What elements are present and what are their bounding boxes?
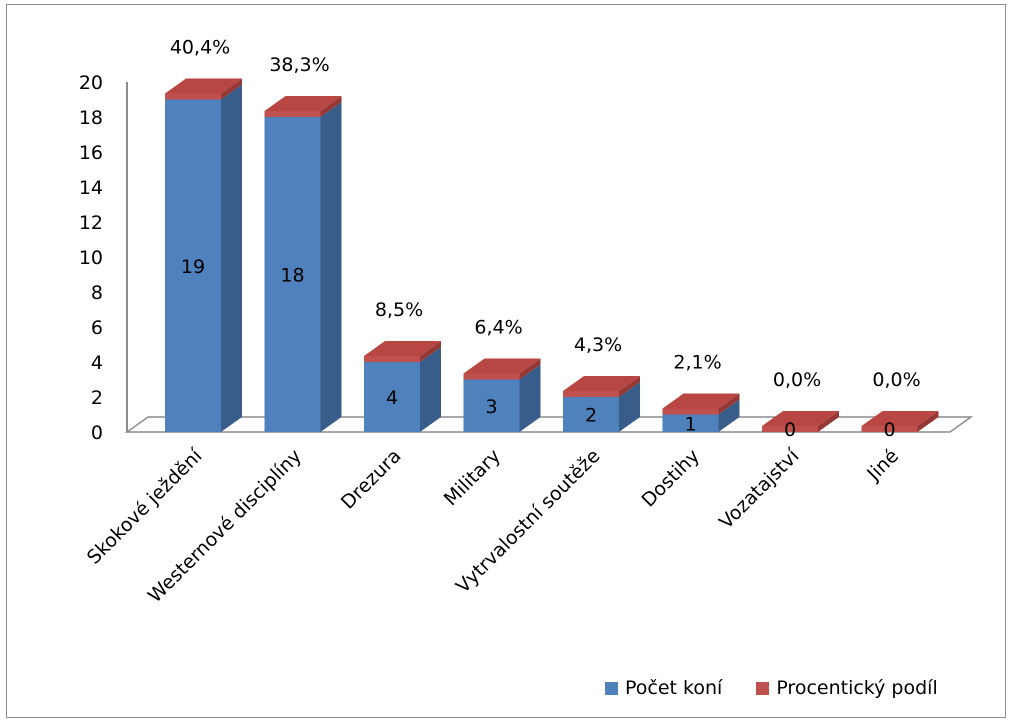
legend-label: Počet koní (625, 677, 723, 699)
data-label-count: 2 (585, 405, 597, 427)
data-label-share: 38,3% (269, 54, 329, 76)
data-label-share: 4,3% (574, 334, 622, 356)
bar-share-side (420, 341, 441, 362)
bar-share-side (818, 411, 839, 432)
bar-share-top (861, 411, 939, 426)
x-tick-label: Jiné (862, 445, 903, 486)
floor-outline (124, 416, 974, 433)
y-tick-label: 20 (79, 72, 103, 94)
data-label-count: 4 (386, 387, 398, 409)
data-label-share: 2,1% (673, 352, 721, 374)
legend-label: Procentický podíl (776, 677, 938, 699)
y-tick-label: 14 (79, 177, 103, 199)
y-tick-label: 12 (79, 212, 103, 234)
bar-count-side (320, 102, 342, 432)
bar-count-side (718, 399, 740, 432)
bar-share-top (364, 341, 441, 356)
data-label-count: 19 (181, 256, 205, 278)
bar-share (861, 426, 918, 432)
data-label-share: 40,4% (170, 37, 230, 59)
bar-count-side (619, 382, 640, 432)
y-tick-label: 16 (79, 142, 103, 164)
bar-count-side (519, 364, 541, 432)
bar-share-top (662, 393, 740, 409)
y-tick-label: 4 (91, 352, 103, 374)
bar-share (563, 391, 619, 397)
x-tick-label: Vozatajství (715, 444, 804, 533)
bar-share (364, 356, 420, 362)
legend: Počet koní Procentický podíl (605, 677, 972, 699)
bars (165, 78, 939, 432)
bar-share-side (917, 411, 939, 432)
data-label-count: 3 (485, 396, 497, 418)
legend-swatch-red (756, 681, 770, 695)
bar-share (662, 408, 719, 415)
y-tick-label: 6 (91, 317, 103, 339)
bar-share (165, 93, 221, 100)
bar-share-side (320, 96, 342, 117)
y-tick-label: 8 (91, 282, 103, 304)
legend-item-pocet-koni: Počet koní (605, 677, 722, 699)
bar-count (662, 414, 719, 432)
y-tick-label: 10 (79, 247, 103, 269)
x-tick-label: Dostihy (637, 445, 704, 512)
bar-share-top (264, 96, 342, 111)
data-label-count: 1 (684, 413, 696, 435)
x-tick-label: Military (440, 445, 505, 510)
y-tick-label: 2 (91, 387, 103, 409)
y-tick-label: 0 (91, 422, 103, 444)
legend-item-procenticky-podil: Procentický podíl (756, 677, 938, 699)
data-label-count: 0 (883, 419, 895, 441)
chart-frame: 0 2 4 6 8 10 12 14 16 18 20 19 40,4% Skokové ježdění… (6, 4, 1006, 718)
data-label-share: 8,5% (375, 299, 423, 321)
bar-share-top (165, 78, 242, 94)
bar-count (165, 99, 221, 432)
bar-share-side (718, 393, 740, 415)
bar-share (762, 426, 818, 432)
bar-count (364, 362, 420, 432)
bar-count-side (221, 84, 242, 432)
bar-share-top (762, 411, 839, 426)
data-label-count: 0 (784, 419, 796, 441)
y-tick-label: 18 (79, 107, 103, 129)
bar-count (264, 117, 321, 432)
bar-share-top (563, 376, 640, 391)
bar-share (463, 373, 520, 380)
bar-share-top (463, 358, 541, 374)
bar-count (563, 397, 619, 432)
bar-count-side (420, 347, 441, 432)
x-tick-label: Drezura (337, 445, 406, 514)
legend-swatch-blue (605, 681, 618, 695)
bar-share-side (619, 376, 640, 397)
data-label-share: 0,0% (773, 369, 821, 391)
bar-count (463, 379, 520, 432)
bar-share (264, 111, 321, 117)
data-label-share: 6,4% (474, 317, 522, 339)
bar-share-side (221, 78, 242, 100)
data-label-share: 0,0% (872, 369, 920, 391)
bar-share-side (519, 358, 541, 380)
data-label-count: 18 (280, 265, 304, 287)
